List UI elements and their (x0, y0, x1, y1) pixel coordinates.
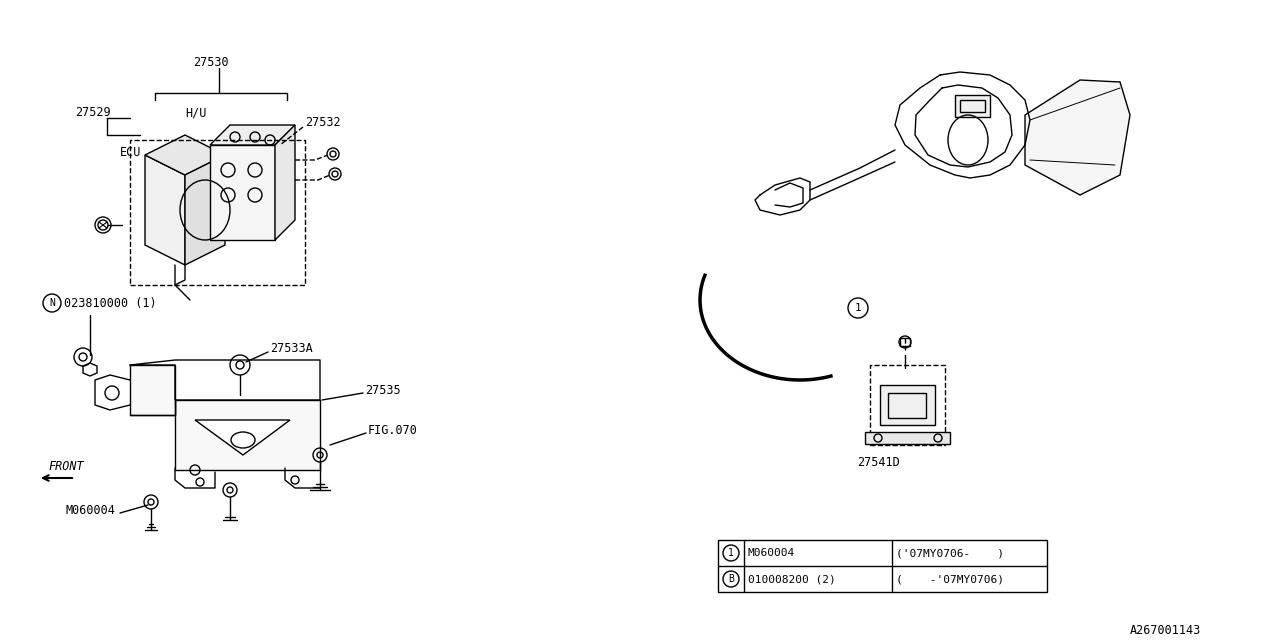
Polygon shape (186, 155, 225, 265)
Polygon shape (210, 125, 294, 145)
Bar (960, 100, 986, 112)
Bar (900, 338, 910, 346)
Polygon shape (1025, 80, 1130, 195)
Text: 1: 1 (728, 548, 733, 558)
Text: B: B (728, 574, 733, 584)
Text: (    -'07MY0706): ( -'07MY0706) (896, 574, 1004, 584)
Bar (881, 385, 934, 425)
Text: N: N (49, 298, 55, 308)
Text: 27530: 27530 (193, 56, 229, 68)
Text: 1: 1 (855, 303, 861, 313)
Polygon shape (210, 145, 275, 240)
Text: 27535: 27535 (365, 383, 401, 397)
Polygon shape (175, 400, 320, 470)
Text: ECU: ECU (120, 145, 141, 159)
Text: ('07MY0706-    ): ('07MY0706- ) (896, 548, 1004, 558)
Text: FIG.070: FIG.070 (369, 424, 417, 436)
Polygon shape (131, 365, 175, 415)
Text: 27541D: 27541D (858, 456, 900, 468)
Circle shape (723, 571, 739, 587)
Text: 27532: 27532 (305, 116, 340, 129)
Bar (131, 140, 305, 285)
Text: H/U: H/U (186, 106, 206, 120)
Polygon shape (145, 135, 225, 175)
Text: A267001143: A267001143 (1130, 623, 1201, 637)
Circle shape (849, 298, 868, 318)
Circle shape (723, 545, 739, 561)
Text: 27529: 27529 (76, 106, 110, 120)
Polygon shape (195, 420, 291, 455)
Text: 27533A: 27533A (270, 342, 312, 355)
Text: M060004: M060004 (748, 548, 795, 558)
Polygon shape (145, 155, 186, 265)
Bar (865, 432, 950, 444)
Bar (888, 393, 925, 418)
Text: M060004: M060004 (65, 504, 115, 516)
Text: 010008200 (2): 010008200 (2) (748, 574, 836, 584)
Polygon shape (275, 125, 294, 240)
Text: FRONT: FRONT (49, 461, 83, 474)
Text: 023810000 (1): 023810000 (1) (64, 296, 156, 310)
Bar (955, 95, 989, 117)
Bar (870, 365, 945, 445)
Bar (718, 540, 1047, 592)
